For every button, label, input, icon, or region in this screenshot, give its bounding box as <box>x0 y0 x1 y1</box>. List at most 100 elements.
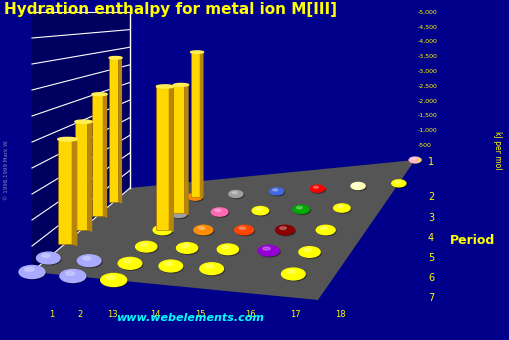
Ellipse shape <box>140 243 148 246</box>
Text: 1: 1 <box>49 310 54 319</box>
Text: -1,000: -1,000 <box>417 128 437 133</box>
Ellipse shape <box>38 253 61 265</box>
Ellipse shape <box>262 247 270 250</box>
Ellipse shape <box>42 254 50 257</box>
Text: 13: 13 <box>106 310 117 319</box>
Ellipse shape <box>394 181 399 183</box>
Ellipse shape <box>411 158 415 160</box>
Ellipse shape <box>309 185 324 192</box>
Ellipse shape <box>190 51 203 53</box>
Ellipse shape <box>320 227 326 230</box>
Text: © 1998,1999 Mark W.: © 1998,1999 Mark W. <box>4 140 9 200</box>
Ellipse shape <box>123 259 131 263</box>
Text: 14: 14 <box>150 310 160 319</box>
Ellipse shape <box>189 194 203 201</box>
Ellipse shape <box>281 268 304 280</box>
Ellipse shape <box>232 191 237 194</box>
Text: 0: 0 <box>417 157 421 163</box>
Ellipse shape <box>276 226 295 236</box>
Ellipse shape <box>299 248 321 258</box>
Ellipse shape <box>188 193 202 200</box>
Text: Period: Period <box>449 234 494 246</box>
Ellipse shape <box>296 206 302 209</box>
Ellipse shape <box>316 225 334 235</box>
Polygon shape <box>190 51 200 197</box>
Text: -500: -500 <box>417 143 431 148</box>
Polygon shape <box>168 85 174 232</box>
Ellipse shape <box>159 260 182 272</box>
Ellipse shape <box>136 242 158 253</box>
Ellipse shape <box>293 206 310 215</box>
Text: -1,500: -1,500 <box>417 113 437 118</box>
Ellipse shape <box>177 244 199 254</box>
Ellipse shape <box>317 226 335 236</box>
Ellipse shape <box>172 210 188 219</box>
Ellipse shape <box>205 265 213 268</box>
Ellipse shape <box>191 194 196 196</box>
Text: 6: 6 <box>427 273 433 283</box>
Ellipse shape <box>194 226 213 236</box>
Ellipse shape <box>282 269 305 281</box>
Ellipse shape <box>109 56 122 59</box>
Ellipse shape <box>157 227 164 230</box>
Ellipse shape <box>230 191 243 199</box>
Ellipse shape <box>181 244 188 248</box>
Ellipse shape <box>173 83 188 86</box>
Text: www.webelements.com: www.webelements.com <box>116 313 264 323</box>
Ellipse shape <box>286 270 295 273</box>
Ellipse shape <box>211 208 228 216</box>
Ellipse shape <box>252 207 269 216</box>
Ellipse shape <box>37 252 60 264</box>
Text: Hydration enthalpy for metal ion M[III]: Hydration enthalpy for metal ion M[III] <box>4 2 336 17</box>
Ellipse shape <box>217 244 238 255</box>
Ellipse shape <box>334 205 351 213</box>
Polygon shape <box>75 121 87 230</box>
Ellipse shape <box>251 207 268 215</box>
Ellipse shape <box>164 262 172 266</box>
Ellipse shape <box>279 227 286 230</box>
Ellipse shape <box>272 189 277 191</box>
Ellipse shape <box>303 248 310 252</box>
Ellipse shape <box>153 225 172 235</box>
Ellipse shape <box>176 243 197 253</box>
Text: -3,500: -3,500 <box>417 54 437 59</box>
Text: 18: 18 <box>334 310 345 319</box>
Ellipse shape <box>234 225 253 235</box>
Text: 7: 7 <box>427 293 433 303</box>
Text: 15: 15 <box>194 310 205 319</box>
Text: -5,000: -5,000 <box>417 10 437 15</box>
Ellipse shape <box>198 227 205 230</box>
Ellipse shape <box>156 85 174 88</box>
Ellipse shape <box>78 256 102 268</box>
Ellipse shape <box>75 120 92 123</box>
Text: 2: 2 <box>427 192 433 202</box>
Ellipse shape <box>354 184 358 186</box>
Polygon shape <box>156 85 168 230</box>
Ellipse shape <box>409 158 421 164</box>
Ellipse shape <box>92 93 107 96</box>
Ellipse shape <box>256 208 261 210</box>
Ellipse shape <box>160 261 183 273</box>
Polygon shape <box>92 93 102 216</box>
Polygon shape <box>58 138 71 244</box>
Text: 5: 5 <box>427 253 433 263</box>
Text: 17: 17 <box>289 310 300 319</box>
Text: -2,000: -2,000 <box>417 98 437 103</box>
Ellipse shape <box>408 157 420 163</box>
Ellipse shape <box>229 190 242 198</box>
Ellipse shape <box>351 184 365 190</box>
Ellipse shape <box>221 245 229 249</box>
Ellipse shape <box>235 226 254 236</box>
Ellipse shape <box>258 245 279 256</box>
Ellipse shape <box>275 225 294 235</box>
Ellipse shape <box>19 266 45 278</box>
Polygon shape <box>184 84 188 215</box>
Ellipse shape <box>239 227 245 230</box>
Ellipse shape <box>333 204 350 212</box>
Ellipse shape <box>193 225 212 235</box>
Polygon shape <box>200 51 203 198</box>
Text: -4,000: -4,000 <box>417 39 437 44</box>
Ellipse shape <box>270 189 284 196</box>
Ellipse shape <box>82 257 91 260</box>
Text: 4: 4 <box>427 233 433 243</box>
